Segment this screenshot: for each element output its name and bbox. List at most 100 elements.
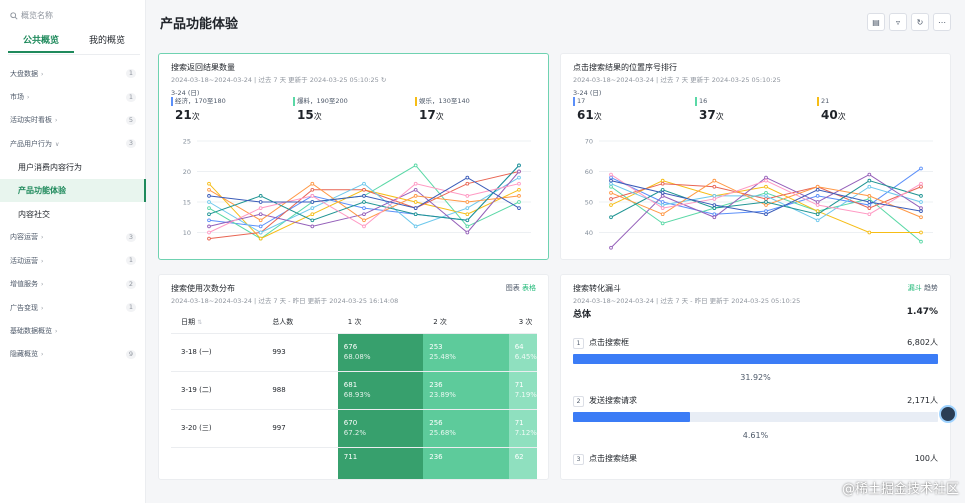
data-point[interactable] xyxy=(712,178,717,183)
data-point[interactable] xyxy=(517,194,521,198)
data-point[interactable] xyxy=(764,203,768,207)
data-point[interactable] xyxy=(517,181,521,186)
card-search-results-count[interactable]: 搜索返回结果数量 2024-03-18~2024-03-24 | 过去 7 天 … xyxy=(158,53,549,260)
data-point[interactable] xyxy=(207,224,211,229)
data-point[interactable] xyxy=(764,209,768,213)
data-point[interactable] xyxy=(815,212,820,217)
data-point[interactable] xyxy=(362,206,366,210)
header-1x[interactable]: 1 次 xyxy=(337,311,424,334)
data-point[interactable] xyxy=(310,218,315,223)
data-point[interactable] xyxy=(413,224,418,229)
header-2x[interactable]: 2 次 xyxy=(423,311,509,334)
data-point[interactable] xyxy=(609,172,613,177)
sidebar-item[interactable]: 内容运营 › 3 xyxy=(0,226,146,249)
sidebar-item[interactable]: 活动实时看板 › 5 xyxy=(0,109,146,132)
data-point[interactable] xyxy=(609,178,613,183)
data-point[interactable] xyxy=(517,200,521,204)
sidebar-item[interactable]: 市场 › 1 xyxy=(0,85,146,108)
card-click-position-rank[interactable]: 点击搜索结果的位置序号排行 2024-03-18~2024-03-24 | 过去… xyxy=(560,53,951,260)
data-point[interactable] xyxy=(764,175,768,180)
data-point[interactable] xyxy=(310,181,315,186)
data-point[interactable] xyxy=(207,218,211,223)
data-point[interactable] xyxy=(517,187,521,192)
filter-icon[interactable]: ▿ xyxy=(889,13,907,31)
data-point[interactable] xyxy=(310,206,315,210)
data-point[interactable] xyxy=(310,194,315,198)
data-point[interactable] xyxy=(207,181,211,186)
data-point[interactable] xyxy=(867,200,872,204)
toggle-chart[interactable]: 图表 xyxy=(505,284,520,292)
tab-my-overview[interactable]: 我的概览 xyxy=(88,36,125,46)
header-3x[interactable]: 3 次 xyxy=(508,311,537,334)
data-point[interactable] xyxy=(207,194,211,198)
data-point[interactable] xyxy=(207,212,211,217)
data-point[interactable] xyxy=(764,194,768,198)
data-point[interactable] xyxy=(362,181,366,186)
data-point[interactable] xyxy=(465,224,470,229)
data-point[interactable] xyxy=(764,197,768,201)
data-point[interactable] xyxy=(310,224,315,229)
data-point[interactable] xyxy=(919,209,923,213)
data-point[interactable] xyxy=(660,178,665,183)
data-point[interactable] xyxy=(815,209,820,213)
data-point[interactable] xyxy=(362,200,366,204)
data-point[interactable] xyxy=(919,166,923,171)
data-point[interactable] xyxy=(660,203,665,207)
data-point[interactable] xyxy=(764,191,768,195)
search-input[interactable]: 概览名称 xyxy=(21,11,53,20)
data-point[interactable] xyxy=(764,200,768,204)
data-point[interactable] xyxy=(465,218,470,223)
series-line[interactable] xyxy=(208,183,520,240)
data-point[interactable] xyxy=(207,200,211,204)
data-point[interactable] xyxy=(919,184,923,189)
data-point[interactable] xyxy=(609,181,613,186)
data-point[interactable] xyxy=(867,212,872,217)
refresh-icon[interactable]: ↻ xyxy=(911,13,929,31)
data-point[interactable] xyxy=(413,163,418,168)
data-point[interactable] xyxy=(660,191,665,195)
funnel-step[interactable]: 3 点击搜索结果 100人 xyxy=(573,453,938,465)
sidebar-item[interactable]: 用户消费内容行为 xyxy=(0,156,146,179)
data-point[interactable] xyxy=(867,194,872,198)
data-point[interactable] xyxy=(413,212,418,217)
data-point[interactable] xyxy=(258,224,263,229)
save-icon[interactable]: ▤ xyxy=(867,13,885,31)
header-total[interactable]: 总人数 xyxy=(262,311,338,334)
data-point[interactable] xyxy=(258,212,263,217)
table-row[interactable]: 711 236 62 xyxy=(171,447,537,479)
data-point[interactable] xyxy=(310,187,315,192)
assistant-bot-icon[interactable] xyxy=(939,405,957,423)
data-point[interactable] xyxy=(413,187,418,192)
data-point[interactable] xyxy=(867,197,872,201)
data-point[interactable] xyxy=(609,184,613,189)
data-point[interactable] xyxy=(660,200,665,204)
data-point[interactable] xyxy=(258,200,263,204)
data-point[interactable] xyxy=(712,206,717,210)
data-point[interactable] xyxy=(465,194,470,198)
data-point[interactable] xyxy=(712,197,717,201)
data-point[interactable] xyxy=(609,191,613,195)
card-search-funnel[interactable]: 搜索转化漏斗 2024-03-18~2024-03-24 | 过去 7 天 - … xyxy=(560,274,951,480)
data-point[interactable] xyxy=(919,230,923,235)
data-point[interactable] xyxy=(919,181,923,186)
sidebar-item[interactable]: 增值服务 › 2 xyxy=(0,273,146,296)
data-point[interactable] xyxy=(258,206,263,210)
data-point[interactable] xyxy=(815,218,820,223)
table-row[interactable]: 3-20 (三) 997 670 67.2% 256 25.68% 71 7.12% xyxy=(171,409,537,448)
data-point[interactable] xyxy=(815,184,820,189)
data-point[interactable] xyxy=(362,187,366,192)
data-point[interactable] xyxy=(465,212,470,217)
data-point[interactable] xyxy=(517,175,521,180)
data-point[interactable] xyxy=(258,218,263,223)
data-point[interactable] xyxy=(465,230,470,235)
data-point[interactable] xyxy=(207,206,211,210)
data-point[interactable] xyxy=(867,206,872,210)
data-point[interactable] xyxy=(310,200,315,204)
data-point[interactable] xyxy=(413,194,418,198)
data-point[interactable] xyxy=(609,245,613,250)
data-point[interactable] xyxy=(258,194,263,198)
data-point[interactable] xyxy=(609,175,613,180)
data-point[interactable] xyxy=(815,194,820,198)
data-point[interactable] xyxy=(609,203,613,207)
toggle-funnel[interactable]: 漏斗 xyxy=(907,284,922,292)
